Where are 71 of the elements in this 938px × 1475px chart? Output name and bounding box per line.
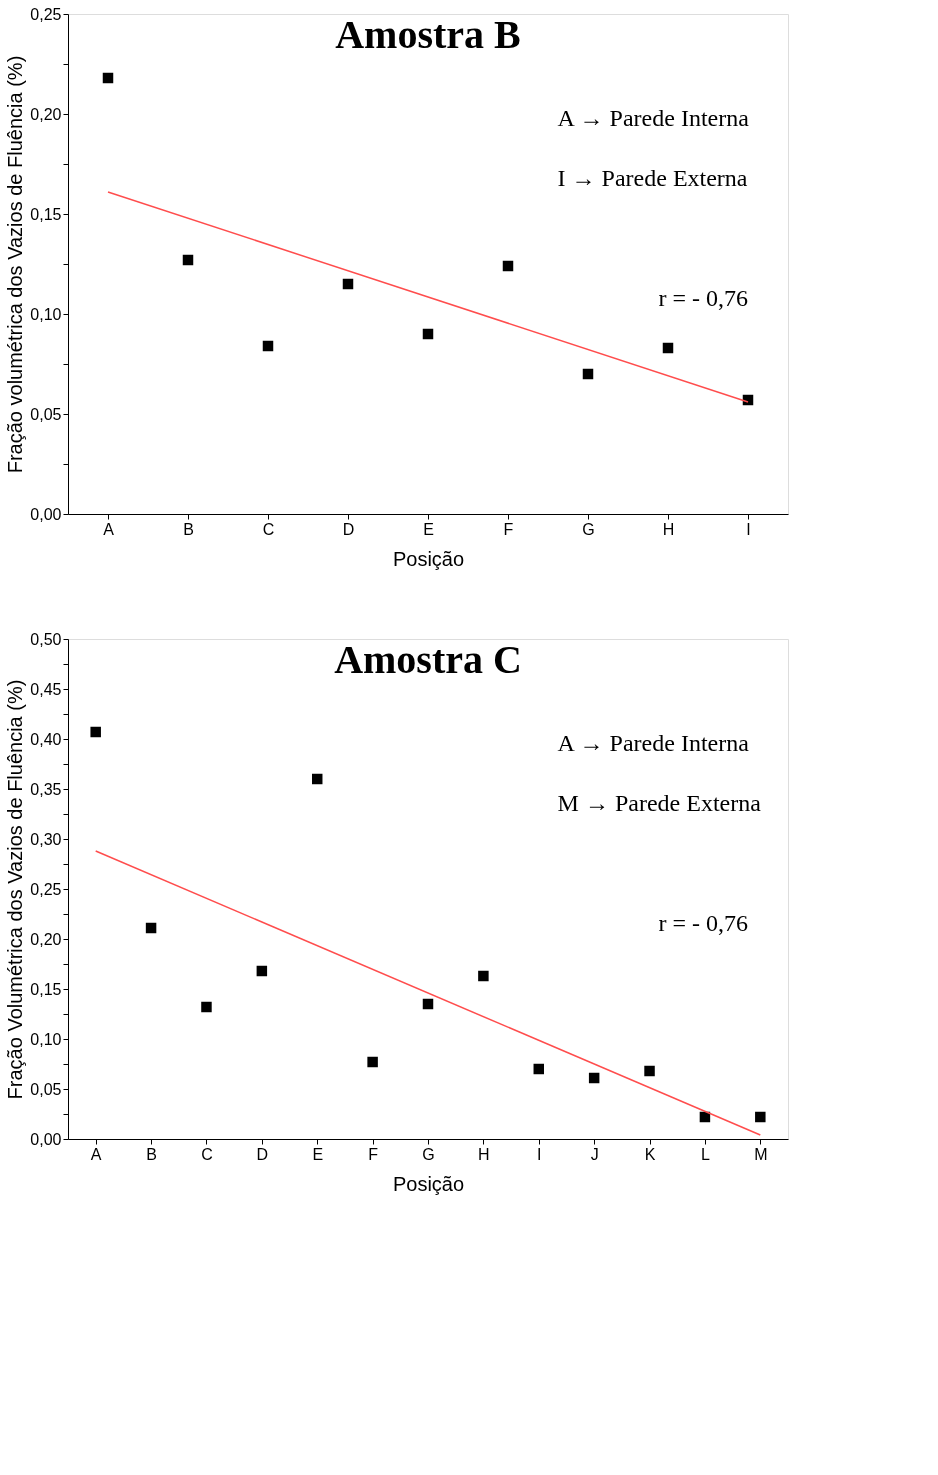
x-tick-label: L: [700, 1145, 710, 1163]
point: [533, 1063, 545, 1075]
y-tick-label: 0,50: [30, 630, 62, 648]
annotation: A → Parede Interna: [557, 105, 750, 131]
x-tick-label: D: [256, 1145, 269, 1163]
y-tick-label: 0,40: [30, 730, 62, 748]
y-tick-label: 0,15: [30, 205, 62, 223]
point: [502, 260, 514, 272]
x-tick-label: J: [590, 1145, 599, 1163]
point: [478, 970, 489, 982]
chart-title: Amostra C: [334, 637, 522, 682]
y-tick-label: 0,00: [30, 505, 62, 523]
y-axis-title: Fração Volumétrica dos Vazios de Fluência (%): [4, 679, 27, 1100]
y-axis-title: Fração volumétrica dos Vazios de Fluência (%): [4, 55, 27, 474]
y-tick-label: 0,20: [30, 105, 62, 123]
point: [262, 340, 274, 352]
y-tick-label: 0,05: [30, 1080, 62, 1098]
point: [644, 1065, 655, 1077]
point: [422, 998, 434, 1010]
x-axis-title: Posição: [392, 547, 465, 570]
x-tick-label: C: [201, 1145, 213, 1163]
annotation: A → Parede Interna: [557, 730, 750, 756]
point: [582, 368, 594, 380]
x-tick-label: E: [312, 1145, 324, 1163]
x-tick-label: H: [478, 1145, 490, 1163]
y-tick-label: 0,20: [30, 930, 62, 948]
y-tick-label: 0,05: [30, 405, 62, 423]
x-tick-label: M: [754, 1145, 768, 1163]
annotation: r = - 0,76: [658, 285, 748, 311]
x-tick-label: F: [503, 520, 514, 538]
x-tick-label: B: [146, 1145, 157, 1163]
chart-title: Amostra B: [335, 12, 521, 57]
y-tick-label: 0,00: [30, 1130, 62, 1148]
x-tick-label: B: [183, 520, 194, 538]
point: [182, 254, 194, 266]
annotation: r = - 0,76: [658, 910, 748, 936]
x-tick-label: A: [103, 520, 115, 538]
point: [755, 1111, 766, 1123]
point: [662, 342, 674, 354]
x-tick-label: A: [90, 1145, 102, 1163]
point: [367, 1056, 378, 1068]
point: [311, 773, 323, 785]
x-tick-label: C: [262, 520, 275, 538]
y-tick-label: 0,10: [30, 305, 62, 323]
point: [588, 1072, 600, 1084]
x-tick-label: E: [423, 520, 434, 538]
y-tick-label: 0,15: [30, 980, 62, 998]
x-tick-label: D: [342, 520, 355, 538]
annotation: M → Parede Externa: [557, 790, 762, 816]
point: [201, 1001, 212, 1013]
x-tick-label: I: [537, 1145, 542, 1163]
x-tick-label: G: [582, 520, 595, 538]
x-tick-label: K: [644, 1145, 656, 1163]
y-tick-label: 0,30: [30, 830, 62, 848]
y-tick-label: 0,45: [30, 680, 62, 698]
x-tick-label: I: [746, 520, 751, 538]
point: [102, 72, 114, 84]
y-tick-label: 0,35: [30, 780, 62, 798]
x-axis-title: Posição: [392, 1172, 465, 1195]
y-tick-label: 0,25: [30, 5, 62, 23]
x-tick-label: G: [422, 1145, 435, 1163]
point: [342, 278, 354, 290]
x-tick-label: H: [662, 520, 675, 538]
point: [90, 726, 101, 738]
point: [145, 922, 157, 934]
point: [422, 328, 434, 340]
y-tick-label: 0,25: [30, 880, 62, 898]
y-tick-label: 0,10: [30, 1030, 62, 1048]
x-tick-label: F: [368, 1145, 379, 1163]
point: [256, 965, 268, 977]
annotation: I → Parede Externa: [557, 165, 748, 191]
